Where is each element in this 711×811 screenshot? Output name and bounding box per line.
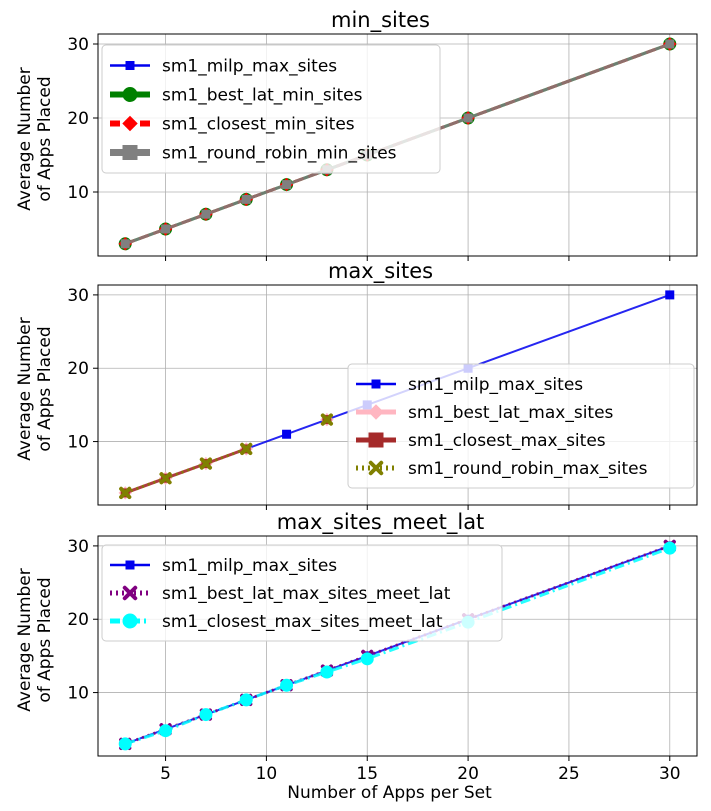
data-point: [159, 724, 173, 738]
data-point: [360, 652, 374, 666]
y-axis-label-line: Average Number: [15, 317, 35, 461]
x-tick-label: 15: [356, 764, 378, 784]
y-tick-label: 30: [67, 35, 89, 55]
data-point: [320, 413, 334, 426]
y-axis-label-line: Average Number: [15, 67, 35, 211]
y-tick-label: 10: [67, 684, 89, 704]
legend: sm1_milp_max_sites sm1_best_lat_min_sites…: [101, 44, 441, 174]
data-point: [282, 180, 292, 190]
legend-marker: [125, 560, 135, 570]
y-tick-label: 10: [67, 183, 89, 203]
y-axis-label-line: Average Number: [15, 568, 35, 712]
legend-label: sm1_milp_max_sites: [162, 556, 337, 576]
y-axis-label-line: of Apps Placed: [35, 326, 55, 451]
data-point: [282, 429, 292, 439]
data-point: [119, 486, 132, 500]
legend-marker: [368, 404, 384, 420]
data-point: [320, 665, 334, 679]
legend-marker: [122, 613, 138, 629]
y-tick-label: 20: [67, 610, 89, 630]
data-point: [161, 224, 171, 234]
legend-marker: [371, 379, 381, 389]
chart-title: max_sites_meet_lat: [277, 510, 485, 535]
legend-label: sm1_best_lat_max_sites: [408, 403, 614, 423]
legend-frame: [347, 363, 695, 489]
chart-title: min_sites: [331, 8, 430, 33]
plot-frame: [97, 33, 698, 257]
data-point: [239, 693, 253, 707]
legend-frame: [101, 44, 441, 174]
data-point: [241, 194, 251, 204]
legend-label: sm1_milp_max_sites: [408, 375, 583, 395]
x-tick-label: 25: [558, 764, 580, 784]
plot-frame: [97, 535, 698, 757]
x-tick-label: 5: [160, 764, 171, 784]
legend-marker: [125, 61, 135, 70]
legend-label: sm1_milp_max_sites: [162, 57, 337, 77]
chart-panel-3: 5 10 15 20 25 30 10 20 30 max_sites_meet_lat Avera…: [15, 510, 698, 803]
legend-marker: [122, 87, 138, 102]
y-axis-label: Average Numberof Apps Placed: [15, 568, 55, 712]
data-point: [463, 113, 473, 123]
data-point: [199, 708, 213, 722]
legend-label: sm1_closest_max_sites_meet_lat: [162, 612, 443, 632]
legend-marker: [122, 115, 138, 132]
x-axis-label: Number of Apps per Set: [287, 783, 492, 803]
legend: sm1_milp_max_sites sm1_best_lat_max_sites…: [347, 363, 695, 489]
x-tick-label: 30: [659, 764, 681, 784]
data-point: [280, 678, 294, 692]
data-point: [240, 442, 253, 456]
legend-frame: [101, 544, 503, 642]
chart-panel-1: 10 20 30 min_sites Average Numberof Apps Pla…: [15, 8, 698, 261]
data-point: [663, 541, 677, 555]
x-tick-label: 10: [256, 764, 278, 784]
legend-marker: [122, 585, 138, 601]
data-point: [120, 239, 130, 249]
legend-label: sm1_best_lat_min_sites: [162, 86, 363, 106]
series-4: [119, 413, 334, 500]
legend-marker: [368, 460, 384, 476]
y-tick-label: 20: [67, 109, 89, 129]
legend-marker: [368, 432, 384, 448]
legend-label: sm1_closest_max_sites: [408, 431, 606, 451]
legend: sm1_milp_max_sites sm1_best_lat_max_sites…: [101, 544, 503, 642]
data-point: [199, 457, 213, 470]
y-tick-label: 30: [67, 537, 89, 557]
y-axis-label: Average Numberof Apps Placed: [15, 317, 55, 461]
x-tick-label: 20: [457, 764, 479, 784]
y-axis-label-line: of Apps Placed: [35, 76, 55, 201]
legend-label: sm1_round_robin_min_sites: [162, 144, 397, 164]
legend-label: sm1_best_lat_max_sites_meet_lat: [162, 584, 451, 604]
y-axis-label: Average Numberof Apps Placed: [15, 67, 55, 211]
chart-panel-2: 10 20 30 max_sites Average Numberof Apps Pla…: [15, 259, 698, 510]
plot-frame: [97, 284, 698, 506]
series-3: [121, 416, 331, 497]
chart-title: max_sites: [328, 259, 433, 284]
legend-label: sm1_round_robin_max_sites: [408, 459, 648, 479]
data-point: [159, 472, 172, 485]
data-point: [665, 290, 675, 300]
y-tick-label: 10: [67, 433, 89, 453]
y-axis-label-line: of Apps Placed: [35, 577, 55, 702]
legend-marker: [122, 145, 138, 160]
data-point: [665, 39, 675, 49]
y-tick-label: 20: [67, 359, 89, 379]
y-tick-label: 30: [67, 286, 89, 306]
data-point: [118, 737, 132, 751]
data-point: [201, 209, 211, 219]
legend-label: sm1_closest_min_sites: [162, 115, 355, 135]
